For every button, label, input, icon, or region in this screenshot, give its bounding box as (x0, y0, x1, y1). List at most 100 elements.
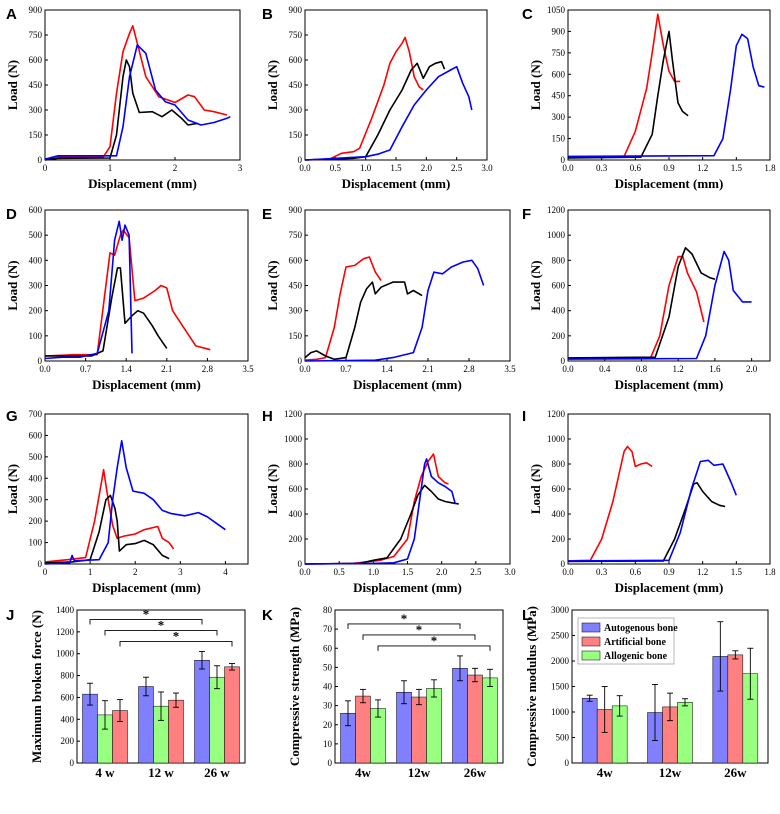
plot-frame-I (567, 413, 771, 565)
panel-label: C (522, 6, 533, 23)
y-tick-label: 900 (289, 205, 303, 215)
series-line-black (44, 494, 170, 564)
x-tick-label: 0.6 (630, 567, 642, 577)
x-axis-label: Displacement (mm) (615, 377, 724, 392)
y-tick-label: 300 (29, 105, 43, 115)
y-tick-label: 80 (323, 605, 333, 615)
y-tick-label: 600 (29, 55, 43, 65)
panel-label: L (522, 607, 531, 624)
y-tick-label: 800 (289, 459, 303, 469)
series-line-blue (304, 65, 473, 161)
series-line-red (304, 453, 449, 565)
x-tick-label: 1.2 (673, 364, 684, 374)
y-axis-label: Maximum broken force (N) (29, 610, 44, 763)
panel-label: D (6, 206, 17, 223)
y-tick-label: 750 (29, 30, 43, 40)
category-label: 4 w (95, 765, 115, 780)
y-tick-label: 30 (323, 701, 333, 711)
bar-allogenic-bone (482, 677, 498, 764)
bar-autogenous-bone (452, 668, 468, 764)
y-tick-label: 0 (38, 356, 43, 366)
panel-B: B 0 150 300 450 600 750 900 0.0 0.5 1.0 1.5 2.0 2.5 3.… (262, 5, 493, 191)
y-tick-label: 1200 (284, 409, 303, 419)
significance-star: * (401, 611, 408, 626)
y-tick-label: 20 (323, 720, 333, 730)
bar-artificial-bone (355, 695, 371, 764)
y-tick-label: 1000 (56, 649, 75, 659)
plot-frame-A (44, 9, 241, 161)
plot-frame-G (44, 413, 249, 565)
y-tick-label: 500 (29, 452, 43, 462)
y-tick-label: 600 (61, 692, 75, 702)
panel-label: A (6, 6, 17, 23)
category-label: 12w (408, 765, 431, 780)
y-tick-label: 300 (289, 105, 303, 115)
x-tick-label: 2 (173, 163, 178, 173)
x-tick-label: 1 (88, 567, 93, 577)
x-tick-label: 1.0 (360, 163, 372, 173)
x-tick-label: 0.9 (663, 163, 675, 173)
bar-allogenic-bone (209, 676, 225, 764)
y-tick-label: 300 (552, 112, 566, 122)
series-line-black (304, 484, 459, 565)
y-tick-label: 1500 (551, 682, 570, 692)
x-tick-label: 0.6 (630, 163, 642, 173)
panel-C: C 0 150 300 450 600 750 900 1050 0.0 0.3 0.6 0.9 1.2 1… (522, 5, 776, 191)
x-tick-label: 0.3 (596, 163, 608, 173)
legend-swatch (581, 636, 601, 647)
x-tick-label: 1.5 (402, 567, 414, 577)
y-axis-label: Compressive strength (MPa) (287, 607, 302, 766)
y-tick-label: 1000 (551, 707, 570, 717)
bar-artificial-bone (224, 666, 240, 764)
x-tick-label: 1.5 (731, 163, 743, 173)
x-tick-label: 1.8 (764, 567, 776, 577)
y-tick-label: 2500 (551, 631, 570, 641)
series-line-red (304, 256, 382, 361)
y-axis-label: Load (N) (5, 464, 20, 514)
x-tick-label: 3 (178, 567, 183, 577)
y-axis-label: Load (N) (528, 60, 543, 110)
x-tick-label: 1.5 (390, 163, 402, 173)
x-tick-label: 0.8 (636, 364, 648, 374)
y-tick-label: 500 (556, 733, 570, 743)
significance-star: * (431, 633, 438, 648)
x-tick-label: 0.0 (562, 567, 574, 577)
y-axis-label: Load (N) (5, 60, 20, 110)
y-tick-label: 0 (38, 559, 43, 569)
series-line-blue (44, 440, 226, 565)
x-axis-label: Displacement (mm) (92, 377, 201, 392)
y-tick-label: 1000 (284, 434, 303, 444)
x-tick-label: 4 (223, 567, 228, 577)
y-tick-label: 750 (289, 230, 303, 240)
x-tick-label: 3.5 (504, 364, 516, 374)
y-tick-label: 400 (552, 306, 566, 316)
series-line-black (567, 482, 726, 563)
bar-autogenous-bone (581, 697, 598, 764)
significance-bracket (104, 630, 218, 636)
y-tick-label: 1000 (547, 230, 566, 240)
y-tick-label: 1000 (547, 434, 566, 444)
category-label: 26w (464, 765, 487, 780)
y-tick-label: 100 (29, 538, 43, 548)
y-tick-label: 0 (38, 155, 43, 165)
series-line-blue (567, 459, 738, 562)
y-tick-label: 150 (29, 130, 43, 140)
y-tick-label: 900 (552, 26, 566, 36)
x-tick-label: 0.0 (562, 163, 574, 173)
y-tick-label: 0 (298, 559, 303, 569)
significance-bracket (119, 641, 233, 647)
series-line-black (567, 30, 689, 159)
x-axis-label: Displacement (mm) (342, 176, 451, 191)
y-tick-label: 400 (289, 509, 303, 519)
plot-frame-H (304, 413, 511, 565)
y-tick-label: 900 (29, 5, 43, 15)
legend-entry: Autogenous bone (604, 623, 678, 634)
x-tick-label: 0.0 (299, 163, 311, 173)
significance-bracket (377, 645, 491, 651)
y-tick-label: 800 (552, 255, 566, 265)
y-tick-label: 150 (552, 134, 566, 144)
y-tick-label: 450 (289, 281, 303, 291)
category-label: 26 w (204, 765, 230, 780)
bar-allogenic-bone (677, 702, 693, 764)
y-axis-label: Compressive modulus (MPa) (524, 606, 539, 767)
